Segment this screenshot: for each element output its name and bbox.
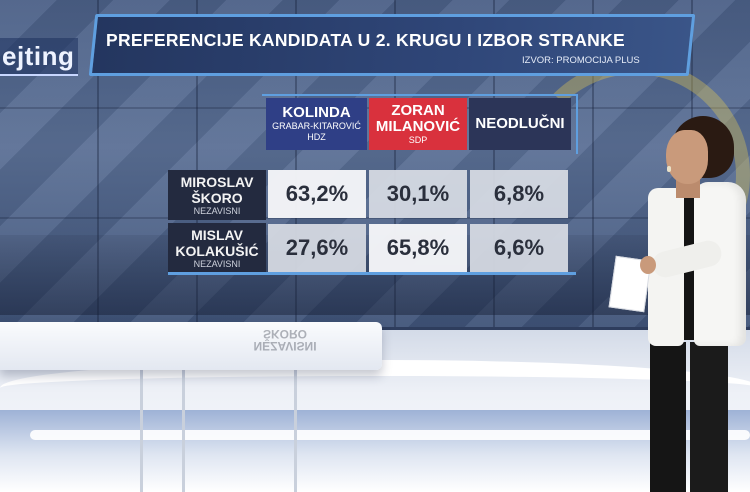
show-logo: ejting <box>0 38 78 76</box>
graphic-title: PREFERENCIJE KANDIDATA U 2. KRUGU I IZBO… <box>106 30 625 50</box>
floor-stripe <box>30 430 750 440</box>
row-name-line1: MISLAV <box>191 226 243 243</box>
presenter <box>608 116 750 492</box>
column-party: SDP <box>408 134 428 145</box>
column-name-line1: ZORAN <box>391 101 445 119</box>
column-name-line1: NEODLUČNI <box>475 115 565 132</box>
table-cell: 6,8% <box>470 170 568 218</box>
column-name-line1: KOLINDA <box>282 104 351 121</box>
row-name-line2: ŠKORO <box>191 189 243 206</box>
source-label: IZVOR: PROMOCIJA PLUS <box>522 55 640 66</box>
row-name-line2: KOLAKUŠIĆ <box>175 242 259 259</box>
desk-leg <box>140 370 143 492</box>
row-party: NEZAVISNI <box>193 205 241 216</box>
row-name-line1: MIROSLAV <box>180 173 254 190</box>
table-cell: 27,6% <box>268 224 366 272</box>
column-party: HDZ <box>307 132 326 142</box>
column-header-neodlucni: NEODLUČNI <box>469 98 571 150</box>
column-name-line2: MILANOVIĆ <box>375 117 461 135</box>
row-label-skoro: MIROSLAV ŠKORO NEZAVISNI <box>168 170 266 220</box>
table-underline <box>168 272 576 275</box>
desk-reflection: NEZAVISNI ŠKORO <box>195 326 375 353</box>
table-cell: 65,8% <box>369 224 467 272</box>
table-cell: 6,6% <box>470 224 568 272</box>
desk-reflection-line2: ŠKORO <box>262 327 307 341</box>
presenter-face <box>666 130 708 184</box>
presenter-trousers-right <box>690 342 728 492</box>
column-header-grabar-kitarovic: KOLINDA GRABAR-KITAROVIĆ HDZ <box>266 98 367 150</box>
row-label-kolakusic: MISLAV KOLAKUŠIĆ NEZAVISNI <box>168 223 266 273</box>
desk-leg <box>294 370 297 492</box>
row-party: NEZAVISNI <box>193 258 241 269</box>
presenter-hand <box>640 256 656 274</box>
earring <box>667 166 671 172</box>
table-cell: 63,2% <box>268 170 366 218</box>
studio-desk <box>0 322 382 370</box>
column-header-milanovic: ZORAN MILANOVIĆ SDP <box>369 98 467 150</box>
desk-leg <box>182 370 185 492</box>
presenter-trousers-left <box>650 342 686 492</box>
table-cell: 30,1% <box>369 170 467 218</box>
desk-reflection-line1: NEZAVISNI <box>253 339 317 353</box>
column-name-line2: GRABAR-KITAROVIĆ <box>272 121 361 131</box>
